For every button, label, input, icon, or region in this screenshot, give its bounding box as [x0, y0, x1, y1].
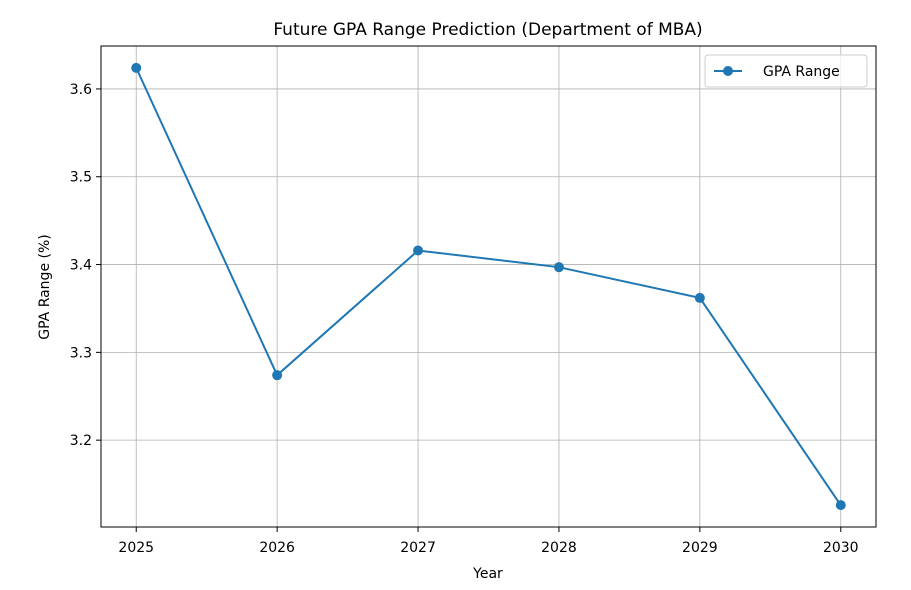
x-axis-title: Year	[472, 566, 503, 582]
y-tick-label: 3.4	[70, 258, 92, 274]
x-tick-label: 2030	[823, 540, 859, 556]
y-axis-title: GPA Range (%)	[37, 234, 53, 339]
x-tick-label: 2028	[541, 540, 577, 556]
y-axis: 3.2 3.3 3.4 3.5 3.6	[70, 82, 101, 449]
legend-marker-swatch	[723, 66, 733, 76]
legend: GPA Range	[704, 54, 868, 88]
x-tick-label: 2025	[118, 540, 154, 556]
chart-title: Future GPA Range Prediction (Department …	[273, 20, 702, 40]
data-point	[835, 500, 846, 511]
series-line-gpa-range	[135, 67, 842, 506]
data-point	[553, 262, 564, 273]
legend-label-gpa-range: GPA Range	[763, 64, 840, 80]
x-axis: 2025 2026 2027 2028 2029 2030	[118, 527, 859, 556]
data-point	[272, 370, 283, 381]
series-points-gpa-range	[131, 62, 846, 511]
x-tick-label: 2026	[259, 540, 295, 556]
y-tick-label: 3.2	[70, 433, 92, 449]
y-tick-label: 3.3	[70, 345, 92, 361]
grid	[101, 46, 876, 527]
plot-area-frame	[100, 45, 877, 528]
legend-box	[704, 54, 868, 88]
data-point	[694, 292, 705, 303]
x-tick-label: 2027	[400, 540, 436, 556]
data-point	[131, 62, 142, 73]
data-point	[413, 245, 424, 256]
y-tick-label: 3.6	[70, 82, 92, 98]
y-tick-label: 3.5	[70, 170, 92, 186]
x-tick-label: 2029	[682, 540, 718, 556]
